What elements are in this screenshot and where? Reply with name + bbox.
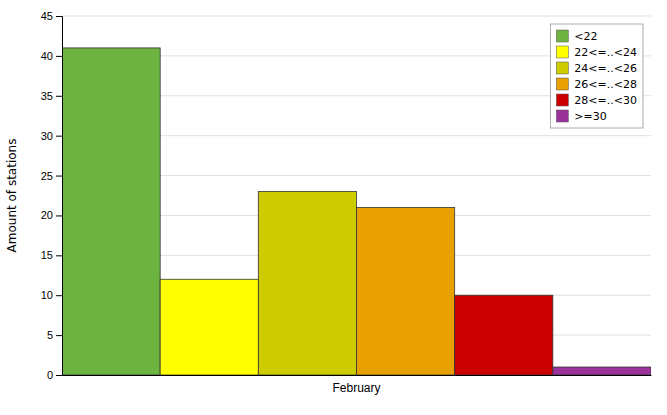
y-tick-mark xyxy=(56,176,62,177)
legend-item: 22<=..<24 xyxy=(556,46,637,59)
legend: <22 22<=..<24 24<=..<26 26<=..<28 28<=..<30 >… xyxy=(550,24,643,128)
y-tick-label: 40 xyxy=(41,50,53,62)
grid xyxy=(62,16,651,375)
y-tick: 0 xyxy=(47,369,62,381)
y-tick: 25 xyxy=(41,170,62,182)
x-axis: February xyxy=(63,376,652,395)
y-tick-label: 15 xyxy=(41,249,53,261)
y-tick-mark xyxy=(56,375,62,376)
y-tick-mark xyxy=(56,255,62,256)
y-tick: 10 xyxy=(41,289,62,301)
legend-swatch xyxy=(556,78,568,90)
y-tick: 35 xyxy=(41,90,62,102)
chart: 0 5 10 15 20 25 30 35 40 45 February <22 22<=..<24 24… xyxy=(0,0,667,415)
bar xyxy=(553,367,651,375)
grid-line xyxy=(62,16,651,17)
y-tick-mark xyxy=(56,56,62,57)
y-tick: 5 xyxy=(47,329,62,341)
legend-swatch xyxy=(556,62,568,74)
x-axis-line xyxy=(63,375,652,376)
legend-label: 28<=..<30 xyxy=(574,94,637,107)
legend-swatch xyxy=(556,46,568,58)
y-axis: 0 5 10 15 20 25 30 35 40 45 xyxy=(41,10,63,381)
y-tick-label: 35 xyxy=(41,90,53,102)
legend-item: >=30 xyxy=(556,110,606,123)
y-tick-label: 5 xyxy=(47,329,53,341)
y-axis-title: Amount of stations xyxy=(5,139,19,253)
bar xyxy=(455,295,553,375)
y-tick-mark xyxy=(56,136,62,137)
legend-label: 26<=..<28 xyxy=(574,78,637,91)
legend-item: <22 xyxy=(556,30,597,43)
plot: 0 5 10 15 20 25 30 35 40 45 February <22 22<=..<24 24… xyxy=(41,10,652,395)
y-tick-label: 10 xyxy=(41,289,53,301)
y-tick-mark xyxy=(56,96,62,97)
legend-item: 26<=..<28 xyxy=(556,78,637,91)
y-tick-label: 20 xyxy=(41,209,53,221)
bar xyxy=(62,48,160,375)
bar xyxy=(258,192,356,375)
legend-label: 22<=..<24 xyxy=(574,46,637,59)
legend-item: 24<=..<26 xyxy=(556,62,637,75)
y-tick-mark xyxy=(56,16,62,17)
y-tick: 15 xyxy=(41,249,62,261)
y-tick-mark xyxy=(56,215,62,216)
bar xyxy=(357,207,455,375)
bars xyxy=(62,48,651,375)
x-tick-label: February xyxy=(332,381,380,395)
x-tick: February xyxy=(332,381,380,395)
y-tick: 45 xyxy=(41,10,62,22)
legend-item: 28<=..<30 xyxy=(556,94,637,107)
legend-label: >=30 xyxy=(574,110,606,123)
y-tick-mark xyxy=(56,335,62,336)
y-tick-label: 25 xyxy=(41,170,53,182)
legend-swatch xyxy=(556,110,568,122)
y-axis-line xyxy=(56,17,63,376)
legend-label: <22 xyxy=(574,30,597,43)
y-tick-mark xyxy=(56,295,62,296)
legend-label: 24<=..<26 xyxy=(574,62,637,75)
bar xyxy=(160,279,258,375)
y-tick-label: 45 xyxy=(41,10,53,22)
y-tick-label: 0 xyxy=(47,369,53,381)
legend-swatch xyxy=(556,30,568,42)
y-tick-label: 30 xyxy=(41,130,53,142)
y-tick: 20 xyxy=(41,209,62,221)
legend-swatch xyxy=(556,94,568,106)
legend-box xyxy=(550,24,643,128)
y-tick: 40 xyxy=(41,50,62,62)
y-tick: 30 xyxy=(41,130,62,142)
